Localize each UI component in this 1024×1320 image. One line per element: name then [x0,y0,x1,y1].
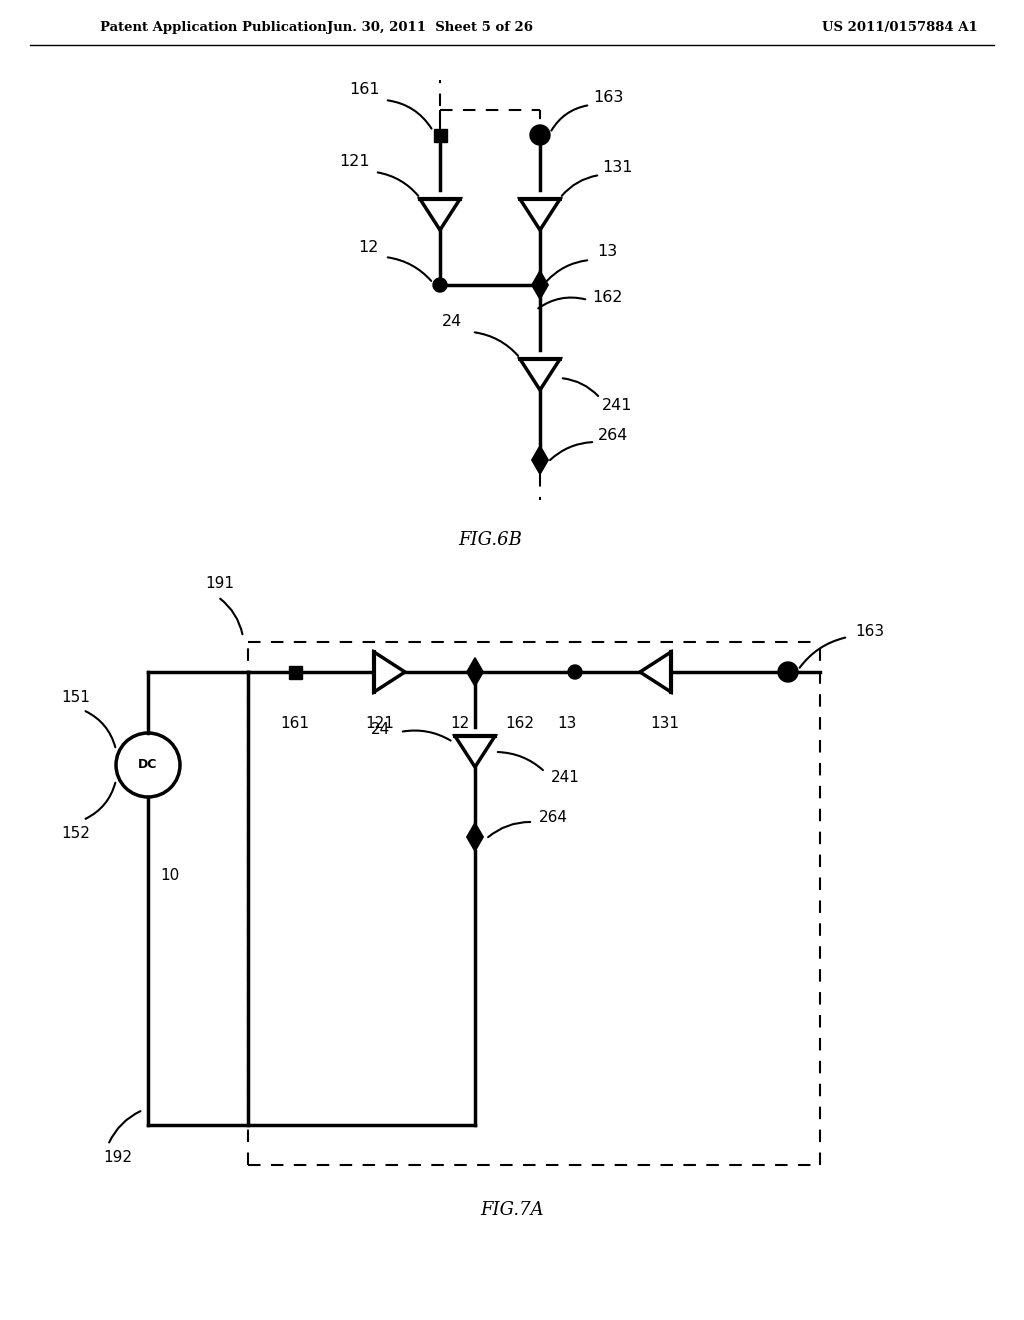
Text: 241: 241 [551,770,580,784]
Polygon shape [467,657,483,686]
Polygon shape [420,199,460,230]
Polygon shape [433,128,446,141]
Circle shape [568,665,582,678]
Polygon shape [531,446,548,474]
Polygon shape [455,737,495,767]
Polygon shape [520,359,560,389]
Text: 151: 151 [61,689,90,705]
Text: 10: 10 [161,867,179,883]
Text: 163: 163 [593,90,624,104]
Text: Jun. 30, 2011  Sheet 5 of 26: Jun. 30, 2011 Sheet 5 of 26 [327,21,534,33]
Circle shape [778,663,798,682]
Text: 121: 121 [340,154,371,169]
Text: 24: 24 [371,722,389,737]
Text: 241: 241 [602,399,632,413]
Text: 192: 192 [103,1151,132,1166]
Polygon shape [520,199,560,230]
Circle shape [433,279,447,292]
Text: 12: 12 [357,239,378,255]
Text: 264: 264 [539,809,567,825]
Text: 12: 12 [451,717,470,731]
Text: 162: 162 [506,717,535,731]
Text: 163: 163 [855,624,885,639]
Text: 264: 264 [598,429,628,444]
Text: FIG.6B: FIG.6B [458,531,522,549]
Text: DC: DC [138,759,158,771]
Text: FIG.7A: FIG.7A [480,1201,544,1218]
Circle shape [530,125,550,145]
Text: 121: 121 [366,717,394,731]
Polygon shape [467,822,483,851]
Polygon shape [289,665,301,678]
Text: 161: 161 [349,82,380,98]
Text: 13: 13 [597,244,617,260]
Polygon shape [531,271,548,300]
Text: 24: 24 [442,314,462,330]
Polygon shape [640,652,671,692]
Text: 152: 152 [61,825,90,841]
Text: 13: 13 [557,717,577,731]
Text: Patent Application Publication: Patent Application Publication [100,21,327,33]
Text: 191: 191 [206,577,234,591]
Text: 161: 161 [281,717,309,731]
Polygon shape [374,652,406,692]
Text: 162: 162 [593,289,624,305]
Text: 131: 131 [650,717,680,731]
Text: 131: 131 [603,160,633,174]
Text: US 2011/0157884 A1: US 2011/0157884 A1 [822,21,978,33]
